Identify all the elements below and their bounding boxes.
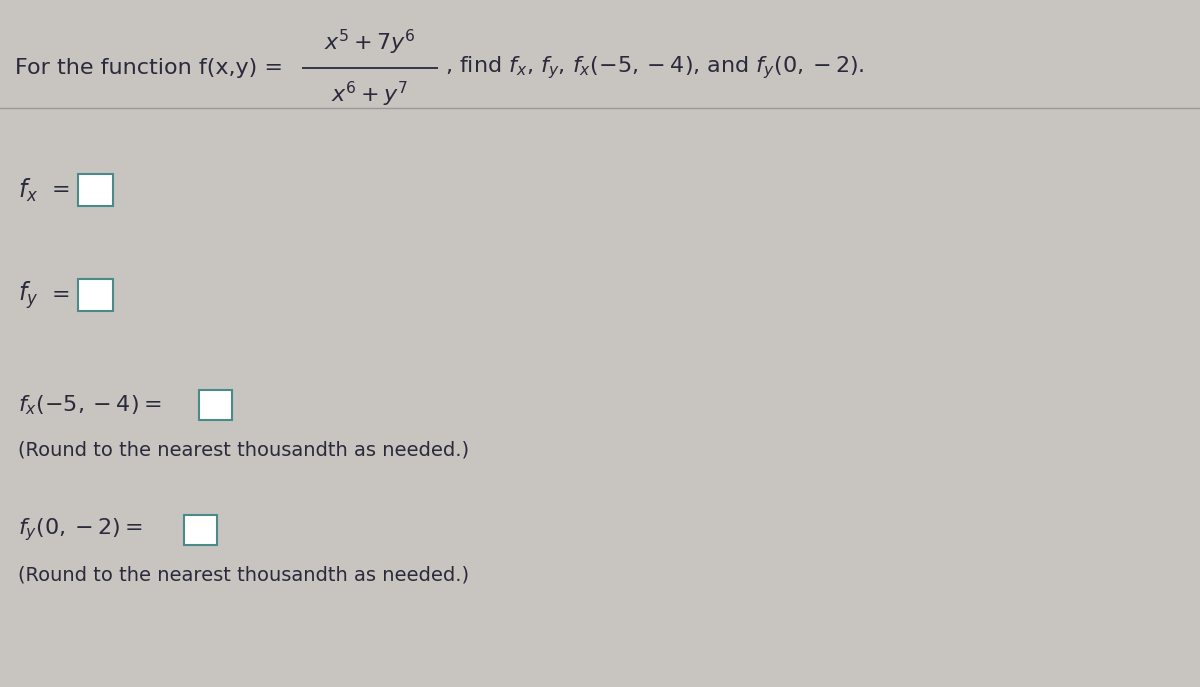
Text: , find $f_x$, $f_y$, $f_x(-5, -4)$, and $f_y(0, -2)$.: , find $f_x$, $f_y$, $f_x(-5, -4)$, and … [445, 54, 864, 81]
Text: =: = [52, 285, 71, 305]
Text: $x^5 + 7y^6$: $x^5 + 7y^6$ [324, 27, 416, 56]
Text: $f_y$: $f_y$ [18, 279, 38, 311]
Text: $x^6 + y^7$: $x^6 + y^7$ [331, 80, 408, 109]
FancyBboxPatch shape [78, 279, 113, 311]
FancyBboxPatch shape [184, 515, 216, 545]
FancyBboxPatch shape [198, 390, 232, 420]
FancyBboxPatch shape [78, 174, 113, 206]
Text: =: = [52, 180, 71, 200]
Text: For the function f(x,y) =: For the function f(x,y) = [14, 58, 283, 78]
Text: $f_x(-5, -4) =$: $f_x(-5, -4) =$ [18, 393, 161, 417]
Text: $f_x$: $f_x$ [18, 177, 38, 203]
Text: (Round to the nearest thousandth as needed.): (Round to the nearest thousandth as need… [18, 440, 469, 460]
Text: $f_y(0, -2) =$: $f_y(0, -2) =$ [18, 517, 143, 543]
Text: (Round to the nearest thousandth as needed.): (Round to the nearest thousandth as need… [18, 565, 469, 585]
